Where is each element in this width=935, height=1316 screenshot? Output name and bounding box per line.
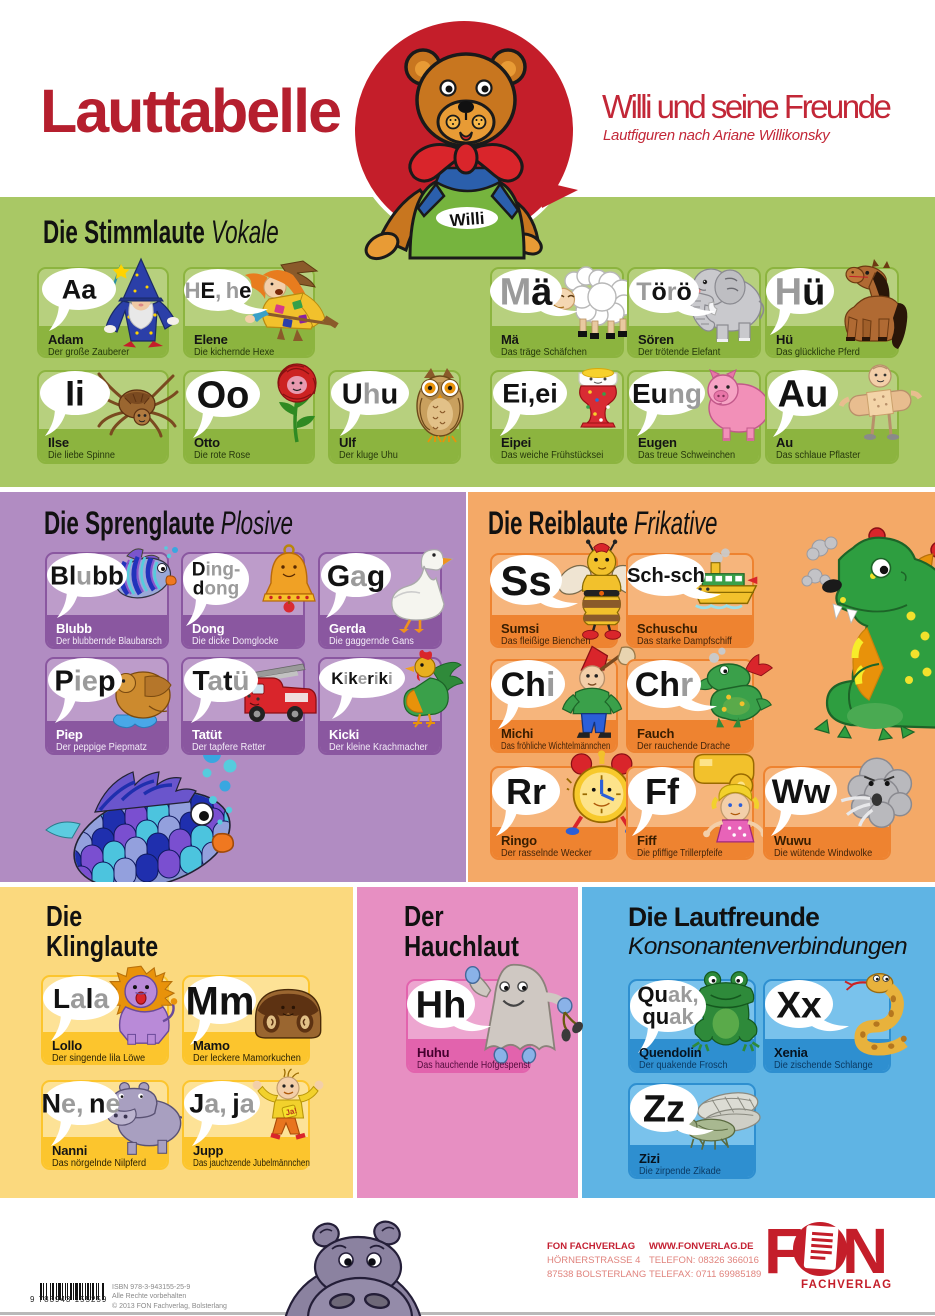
svg-text:Sch-sch: Sch-sch — [627, 565, 705, 587]
svg-text:Törö: Törö — [636, 278, 692, 306]
svg-text:Chi: Chi — [501, 666, 556, 704]
svg-text:N: N — [842, 1222, 886, 1287]
svg-text:Aa: Aa — [62, 275, 97, 305]
svg-text:Ww: Ww — [772, 773, 831, 811]
svg-text:dong: dong — [193, 579, 239, 600]
svg-text:Ja!: Ja! — [285, 1106, 298, 1118]
svg-text:FACHVERLAG: FACHVERLAG — [801, 1279, 892, 1291]
svg-text:Chr: Chr — [635, 666, 694, 704]
svg-text:Quak,: Quak, — [637, 982, 698, 1007]
svg-text:Rr: Rr — [506, 771, 546, 812]
svg-text:Au: Au — [778, 374, 829, 416]
svg-text:Hü: Hü — [775, 272, 826, 314]
svg-text:Ff: Ff — [645, 771, 680, 812]
svg-text:Lala: Lala — [53, 983, 109, 1014]
svg-text:Oo: Oo — [197, 375, 250, 417]
svg-text:Kikeriki: Kikeriki — [331, 669, 393, 688]
svg-text:Blubb: Blubb — [50, 560, 124, 590]
svg-text:Uhu: Uhu — [342, 378, 398, 410]
svg-text:Gag: Gag — [327, 560, 385, 593]
svg-text:Willi: Willi — [449, 209, 485, 230]
svg-text:Zz: Zz — [643, 1089, 685, 1131]
svg-text:Tatü: Tatü — [192, 665, 249, 696]
svg-text:Ja, ja: Ja, ja — [189, 1089, 255, 1119]
svg-text:Ding-: Ding- — [192, 560, 241, 581]
svg-text:Ii: Ii — [65, 375, 84, 414]
svg-text:Ei,ei: Ei,ei — [502, 379, 558, 409]
svg-text:Xx: Xx — [776, 984, 822, 1025]
svg-text:HE, he: HE, he — [185, 278, 252, 303]
svg-text:Ne, ne: Ne, ne — [42, 1089, 121, 1119]
svg-text:Mä: Mä — [500, 272, 554, 314]
svg-text:quak: quak — [642, 1004, 694, 1029]
svg-text:Mm: Mm — [186, 979, 255, 1023]
svg-text:Hh: Hh — [416, 985, 467, 1027]
svg-text:Ss: Ss — [500, 557, 551, 604]
svg-text:Piep: Piep — [54, 665, 115, 697]
svg-text:Eung: Eung — [632, 378, 702, 409]
